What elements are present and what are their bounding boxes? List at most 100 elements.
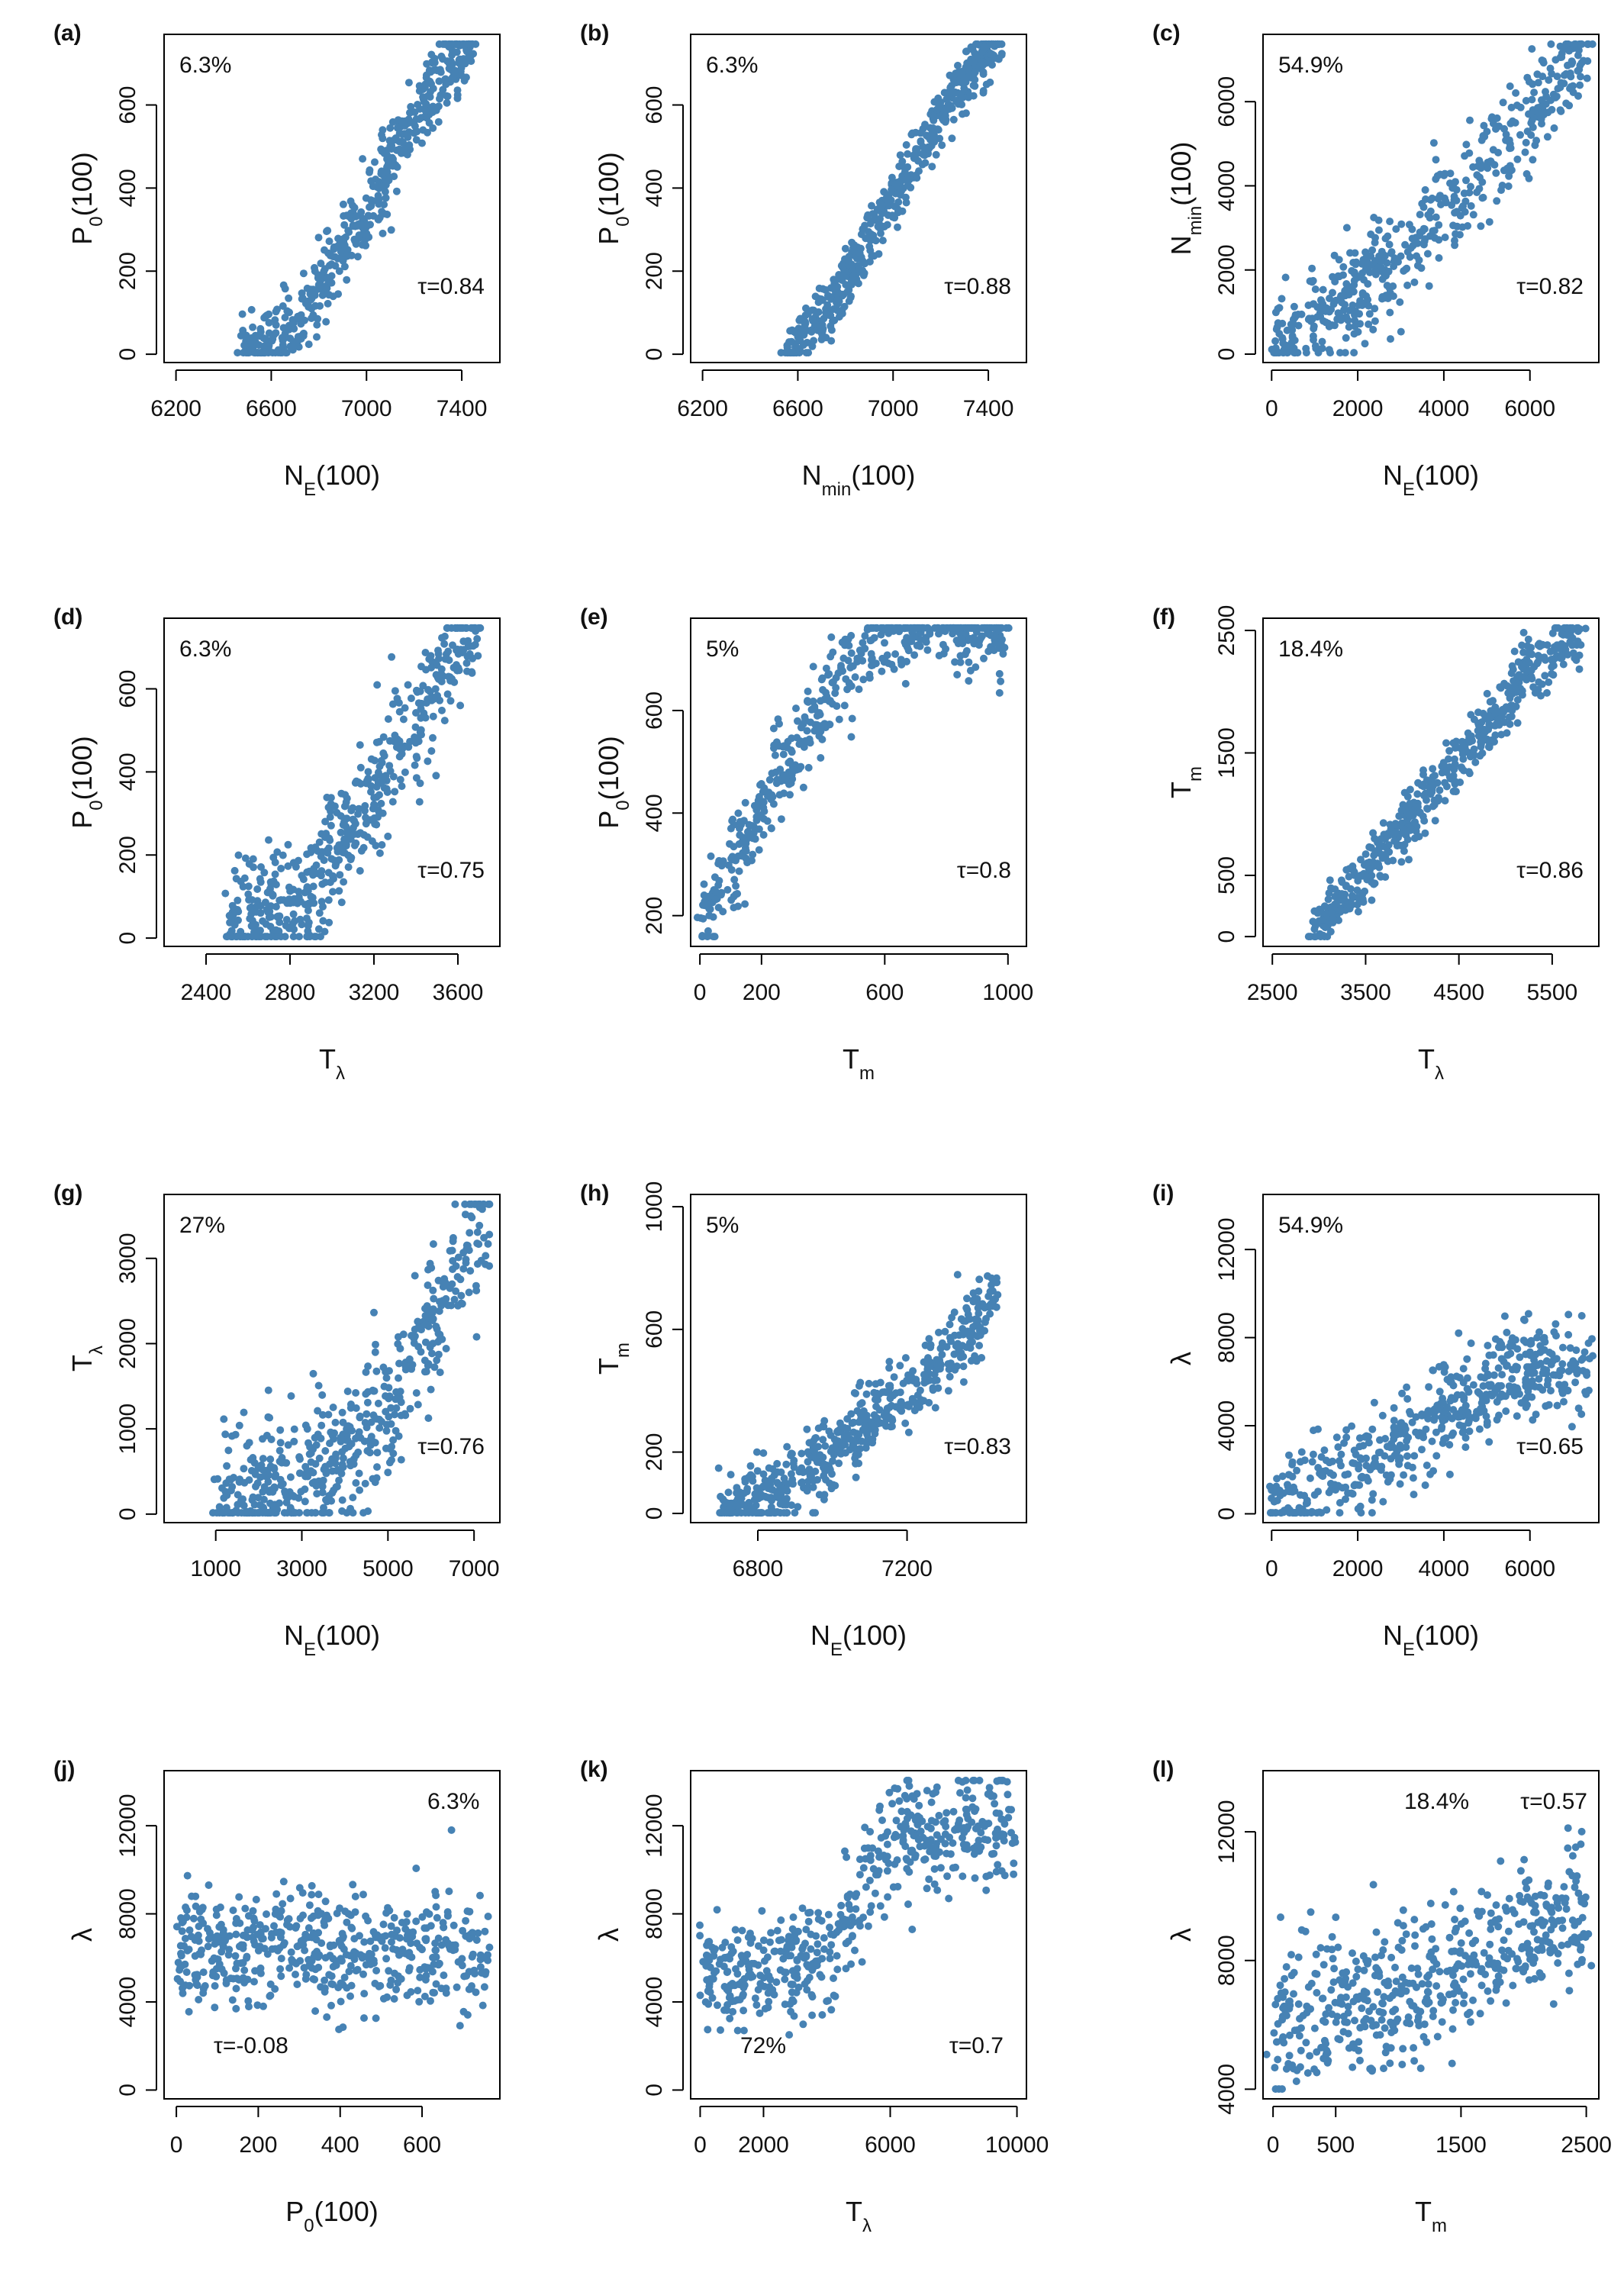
data-point	[246, 1455, 255, 1464]
data-point	[333, 1482, 341, 1491]
data-point	[324, 849, 332, 857]
data-point	[397, 1455, 405, 1464]
data-point	[968, 57, 977, 66]
data-point	[885, 1413, 894, 1421]
data-point	[1558, 1360, 1567, 1368]
data-point	[466, 1229, 474, 1237]
data-point	[303, 933, 311, 941]
data-point	[388, 118, 397, 126]
data-point	[424, 1414, 433, 1423]
data-point	[434, 118, 443, 126]
data-point	[986, 1288, 994, 1296]
data-point	[418, 139, 426, 147]
data-point	[1445, 1470, 1454, 1478]
data-point	[1354, 327, 1362, 336]
data-point	[1297, 310, 1306, 318]
data-point	[253, 901, 261, 910]
panel-label: (g)	[53, 1181, 82, 1206]
data-point	[327, 855, 336, 863]
data-point	[401, 121, 409, 130]
data-point	[245, 337, 253, 344]
data-point	[897, 185, 906, 194]
data-point	[926, 630, 934, 638]
data-point	[1378, 850, 1386, 859]
data-point	[1503, 164, 1511, 172]
data-point	[259, 1465, 267, 1474]
data-point	[1411, 834, 1419, 843]
data-point	[1541, 672, 1549, 680]
panel-b: (b)6200 6600 7000 74000200400600Nmin(100)P0…	[580, 21, 1027, 500]
data-point	[967, 1327, 975, 1336]
data-point	[770, 1471, 778, 1479]
data-point	[330, 243, 338, 251]
data-point	[1513, 719, 1522, 727]
y-tick-label: 0	[115, 348, 140, 361]
data-point	[1342, 1433, 1351, 1442]
data-point	[876, 1378, 884, 1387]
data-point	[1461, 1443, 1470, 1452]
data-point	[940, 89, 949, 97]
data-point	[1493, 1416, 1501, 1424]
data-point	[1297, 1448, 1306, 1456]
data-point	[742, 854, 750, 862]
data-point	[891, 650, 900, 658]
data-point	[886, 1394, 894, 1403]
data-point	[429, 733, 437, 742]
data-point	[282, 916, 291, 923]
data-point	[344, 227, 353, 235]
data-point	[373, 1449, 382, 1457]
data-point	[946, 105, 953, 113]
data-point	[913, 1379, 921, 1388]
data-point	[267, 933, 276, 941]
data-point	[861, 259, 869, 268]
data-point	[1547, 40, 1555, 48]
data-point	[479, 1200, 488, 1208]
data-point	[1519, 648, 1528, 656]
data-point	[1490, 707, 1498, 714]
data-point	[799, 783, 807, 791]
data-point	[1564, 1310, 1573, 1319]
data-point	[1423, 250, 1432, 258]
x-tick-label: 7200	[881, 1556, 933, 1581]
data-point	[475, 1240, 483, 1249]
data-point	[1412, 1428, 1420, 1436]
data-point	[1336, 1457, 1343, 1465]
data-point	[424, 1321, 432, 1330]
data-point	[1344, 316, 1352, 324]
data-point	[921, 159, 930, 167]
data-point	[396, 775, 404, 784]
data-point	[282, 921, 290, 930]
data-point	[1425, 282, 1433, 290]
x-tick-label: 6600	[772, 396, 823, 421]
data-point	[1350, 1446, 1358, 1455]
data-point	[934, 126, 942, 134]
data-point	[818, 674, 826, 682]
data-point	[952, 97, 960, 105]
tau-annotation: τ=0.76	[417, 1434, 485, 1459]
data-point	[221, 1430, 230, 1439]
data-point	[349, 1494, 357, 1502]
x-axis-label: Tλ	[1418, 1043, 1444, 1084]
plot-frame	[1262, 34, 1600, 363]
data-point	[319, 917, 327, 925]
data-point	[401, 1365, 410, 1374]
data-point	[1529, 1416, 1537, 1424]
x-tick-label: 2500	[1247, 980, 1298, 1005]
data-point	[798, 1478, 805, 1487]
data-point	[962, 109, 970, 118]
data-point	[804, 310, 812, 318]
plot-frame	[163, 617, 501, 947]
data-point	[447, 1301, 456, 1310]
data-point	[304, 918, 313, 927]
data-point	[1432, 156, 1440, 164]
data-point	[868, 1435, 877, 1443]
data-point	[1509, 117, 1516, 125]
data-point	[1512, 89, 1520, 97]
data-point	[1555, 645, 1564, 653]
data-point	[400, 149, 408, 157]
data-point	[450, 73, 457, 81]
data-point	[379, 1363, 388, 1372]
data-point	[1369, 1490, 1378, 1498]
data-point	[324, 896, 333, 904]
data-point	[383, 168, 392, 176]
